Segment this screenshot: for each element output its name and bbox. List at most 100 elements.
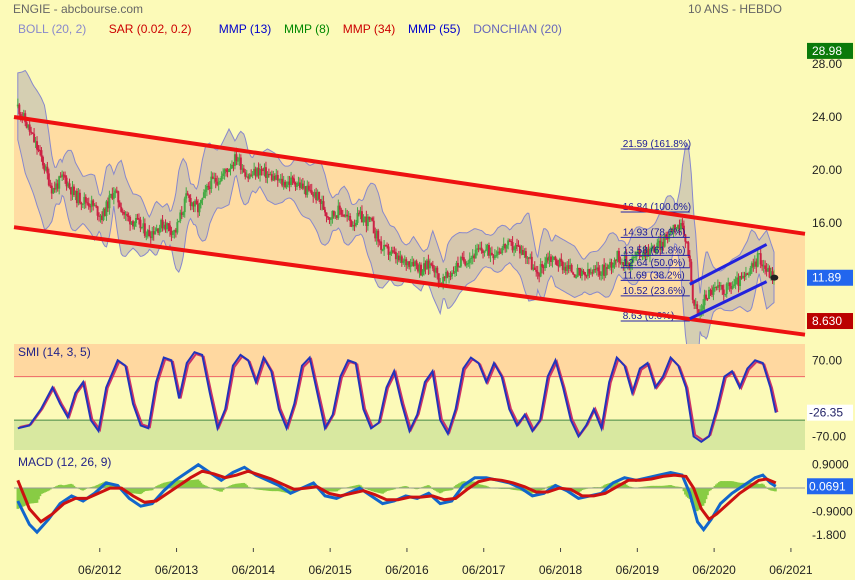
candle-body <box>569 265 572 269</box>
macd-hist-bar <box>91 486 95 489</box>
candle-body <box>612 264 615 268</box>
fib-label-4: 12.64 (50.0%) <box>623 258 686 269</box>
candle-body <box>436 267 439 274</box>
macd-hist-bar <box>133 488 136 494</box>
macd-hist-bar <box>254 488 257 490</box>
macd-hist-bar <box>354 485 358 489</box>
macd-hist-bar <box>155 486 158 489</box>
macd-hist-bar <box>162 482 166 489</box>
macd-hist-bar <box>329 488 333 492</box>
x-tick-label-7: 06/2019 <box>616 563 660 577</box>
candle-body <box>83 196 86 204</box>
smi-last-value-badge: -26.35 <box>807 404 853 421</box>
candle-body <box>479 247 482 250</box>
candle-body <box>421 271 424 276</box>
candle-body <box>127 215 130 217</box>
macd-hist-bar <box>731 481 734 489</box>
macd-hist-bar <box>511 488 514 490</box>
candle-body <box>293 178 296 183</box>
macd-hist-bar <box>540 488 544 490</box>
candle-body <box>668 234 671 240</box>
macd-hist-bar <box>762 484 765 489</box>
candle-body <box>341 214 344 216</box>
macd-hist-bar <box>425 485 429 489</box>
candle-body <box>591 272 594 274</box>
macd-hist-bar <box>611 482 615 489</box>
candle-body <box>752 263 755 267</box>
candle-body <box>746 273 749 275</box>
candle-body <box>576 267 579 277</box>
candle-body <box>337 205 340 218</box>
macd-hist-bar <box>236 483 240 489</box>
macd-hist-bar <box>158 484 161 489</box>
candle-body <box>36 141 39 150</box>
candle-body <box>613 260 616 265</box>
candle-body <box>53 188 56 190</box>
candle-body <box>228 168 231 173</box>
candle-body <box>126 214 129 216</box>
candle-body <box>501 247 504 254</box>
candle-body <box>651 246 654 248</box>
candle-body <box>648 249 651 256</box>
candle-body <box>458 266 461 268</box>
candle-body <box>645 248 648 258</box>
candle-body <box>517 245 520 247</box>
macd-hist-bar <box>184 480 188 489</box>
candle-body <box>267 173 270 175</box>
macd-hist-bar <box>353 485 356 489</box>
macd-hist-bar <box>147 488 151 491</box>
macd-hist-bar <box>207 486 210 489</box>
macd-hist-bar <box>645 486 649 489</box>
candle-body <box>464 261 467 266</box>
macd-hist-bar <box>387 488 390 491</box>
candle-body <box>360 211 363 223</box>
candle-body <box>456 262 459 268</box>
macd-hist-bar <box>218 488 222 492</box>
macd-hist-bar <box>446 488 449 491</box>
candle-body <box>544 262 547 269</box>
candle-body <box>567 265 570 269</box>
candle-body <box>86 202 89 204</box>
macd-hist-bar <box>441 488 445 492</box>
candle-body <box>340 209 343 215</box>
price-y-tick-label: 20.00 <box>812 163 842 177</box>
macd-hist-bar <box>722 481 726 489</box>
macd-hist-bar <box>202 484 206 489</box>
candle-body <box>499 252 502 254</box>
candle-body <box>288 181 291 185</box>
legend-item-2: MMP (13) <box>219 22 271 36</box>
macd-hist-bar <box>672 486 675 489</box>
macd-y-tick-label: 0.9000 <box>812 458 849 472</box>
macd-hist-bar <box>459 482 463 489</box>
candle-body <box>744 273 747 276</box>
candle-body <box>508 240 511 242</box>
macd-hist-bar <box>685 488 689 497</box>
macd-hist-bar <box>71 484 74 489</box>
candle-body <box>721 285 724 290</box>
macd-hist-bar <box>682 488 686 492</box>
smi-y-tick-label: -70.00 <box>812 429 846 443</box>
macd-hist-bar <box>145 488 148 491</box>
macd-hist-bar <box>576 488 579 493</box>
candle-body <box>687 242 690 256</box>
candle-body <box>380 241 383 250</box>
candle-body <box>487 245 490 256</box>
macd-hist-bar <box>673 486 677 489</box>
candle-body <box>68 183 71 188</box>
macd-hist-bar <box>625 484 628 489</box>
candle-body <box>706 298 709 300</box>
macd-hist-bar <box>772 488 776 492</box>
chart-title: ENGIE - abcbourse.com <box>13 2 143 16</box>
legend-item-4: MMP (34) <box>343 22 395 36</box>
candle-body <box>43 165 46 171</box>
candle-body <box>405 259 408 266</box>
macd-hist-bar <box>670 485 674 489</box>
candle-body <box>182 212 185 216</box>
candle-body <box>679 223 682 230</box>
candle-body <box>301 183 304 189</box>
candle-body <box>502 244 505 248</box>
candle-body <box>697 309 700 316</box>
candle-body <box>328 217 331 220</box>
candle-body <box>235 154 238 161</box>
